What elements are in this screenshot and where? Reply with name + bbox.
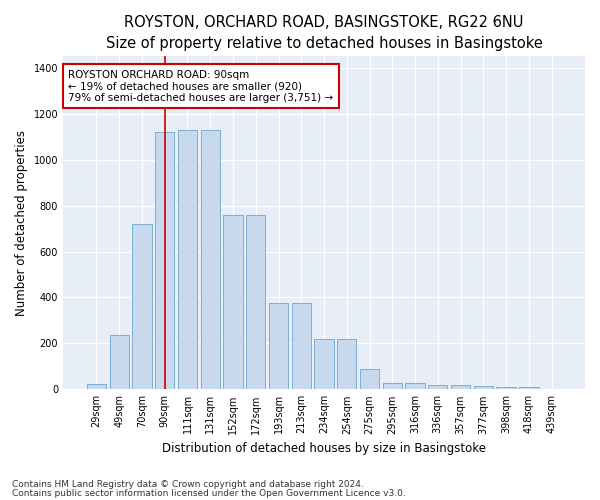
Title: ROYSTON, ORCHARD ROAD, BASINGSTOKE, RG22 6NU
Size of property relative to detach: ROYSTON, ORCHARD ROAD, BASINGSTOKE, RG22… <box>106 15 542 51</box>
Bar <box>314 339 334 390</box>
Bar <box>496 387 516 390</box>
Bar <box>428 384 448 390</box>
Bar <box>406 383 425 390</box>
Bar <box>451 384 470 390</box>
X-axis label: Distribution of detached houses by size in Basingstoke: Distribution of detached houses by size … <box>162 442 486 455</box>
Bar <box>200 130 220 390</box>
Y-axis label: Number of detached properties: Number of detached properties <box>15 130 28 316</box>
Bar <box>110 336 129 390</box>
Text: Contains public sector information licensed under the Open Government Licence v3: Contains public sector information licen… <box>12 489 406 498</box>
Text: Contains HM Land Registry data © Crown copyright and database right 2024.: Contains HM Land Registry data © Crown c… <box>12 480 364 489</box>
Bar <box>246 215 265 390</box>
Bar <box>519 387 539 390</box>
Bar <box>383 383 402 390</box>
Bar <box>178 130 197 390</box>
Bar <box>87 384 106 390</box>
Bar <box>473 386 493 390</box>
Bar <box>360 368 379 390</box>
Bar <box>223 215 242 390</box>
Bar <box>132 224 152 390</box>
Bar <box>269 303 288 390</box>
Bar <box>337 339 356 390</box>
Bar <box>155 132 175 390</box>
Text: ROYSTON ORCHARD ROAD: 90sqm
← 19% of detached houses are smaller (920)
79% of se: ROYSTON ORCHARD ROAD: 90sqm ← 19% of det… <box>68 70 334 103</box>
Bar <box>292 303 311 390</box>
